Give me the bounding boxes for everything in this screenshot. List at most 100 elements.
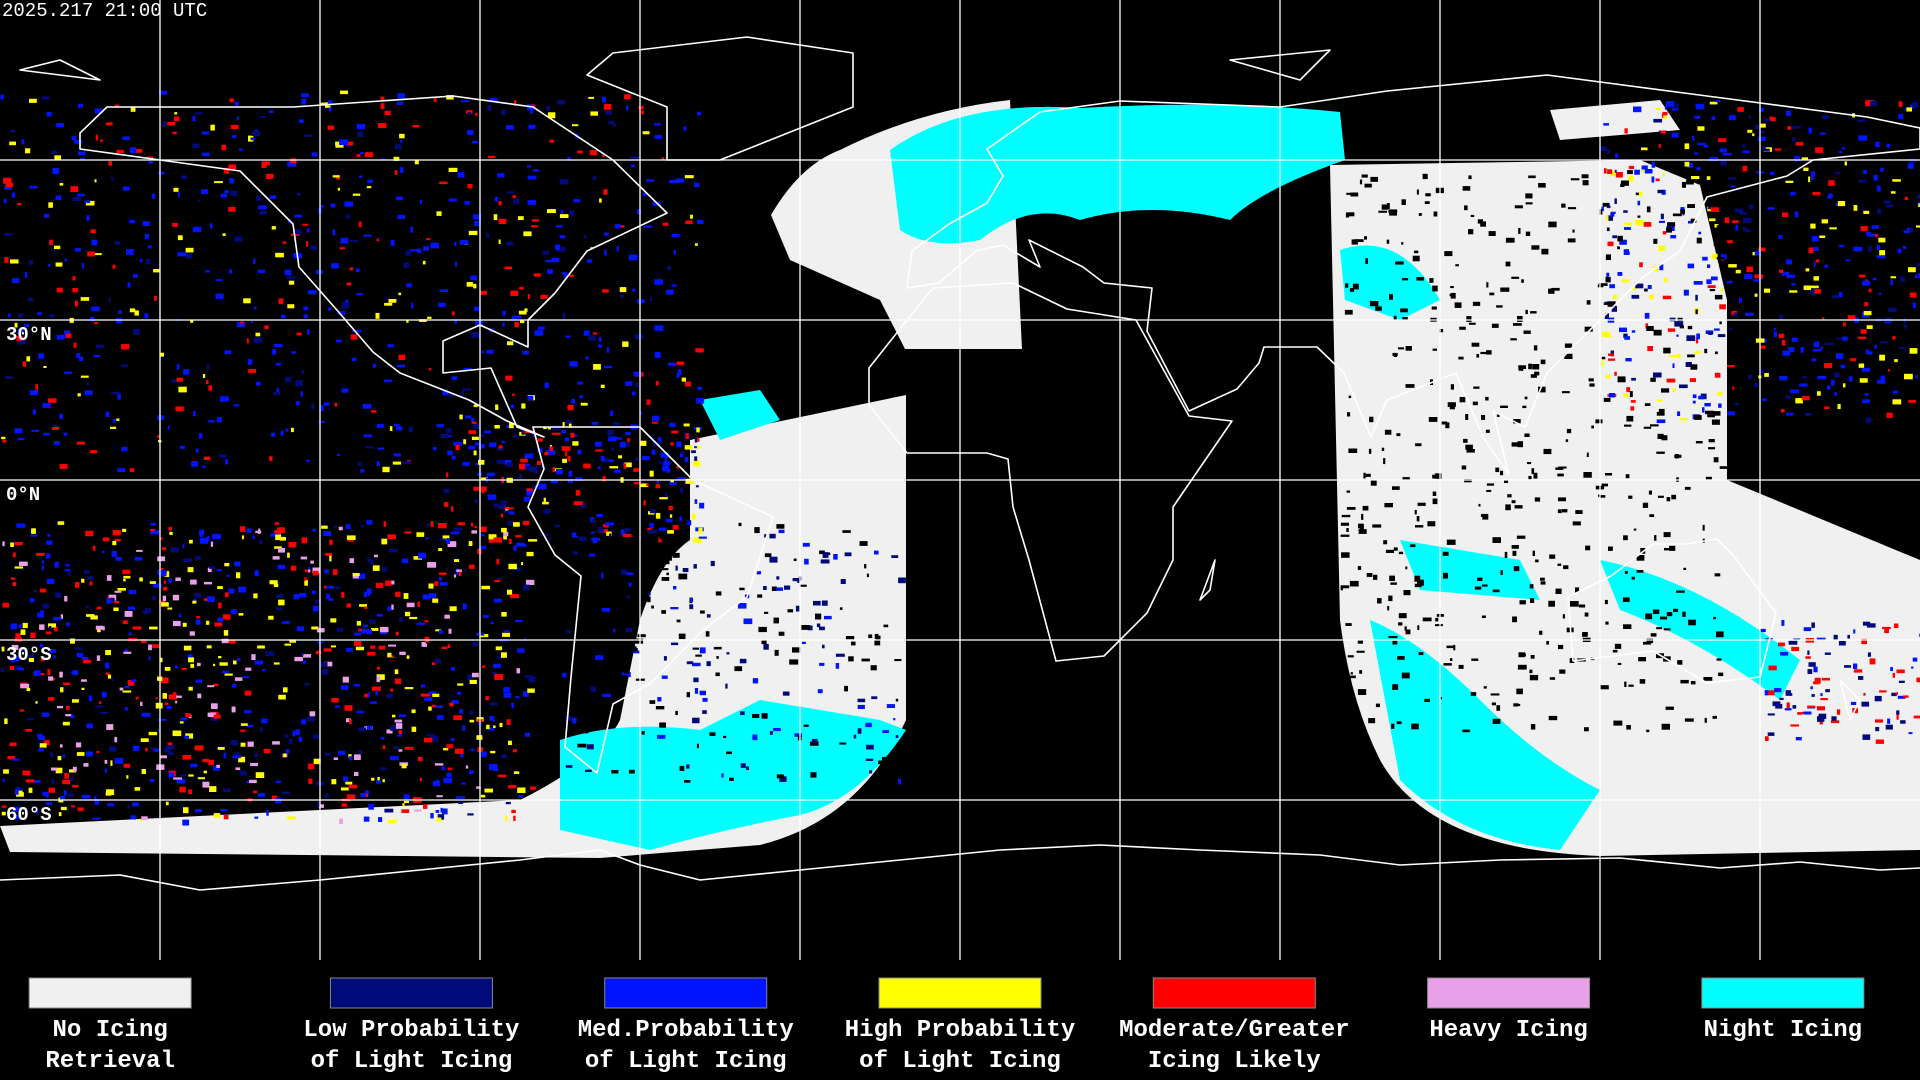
speckle <box>328 598 334 601</box>
speckle <box>275 797 282 804</box>
speckle <box>1630 400 1636 403</box>
speckle <box>669 422 676 427</box>
speckle <box>1694 351 1701 354</box>
speckle <box>122 690 132 693</box>
speckle <box>141 769 146 774</box>
speckle <box>236 321 246 328</box>
speckle <box>304 577 307 581</box>
speckle <box>1610 212 1615 217</box>
speckle <box>151 193 156 199</box>
speckle <box>886 704 895 708</box>
speckle <box>576 530 579 537</box>
speckle <box>1657 495 1664 498</box>
speckle <box>409 616 418 620</box>
speckle <box>300 556 308 560</box>
speckle <box>56 705 64 709</box>
speckle <box>250 137 256 141</box>
speckle <box>1534 371 1540 376</box>
speckle <box>1718 403 1722 408</box>
speckle <box>432 447 437 451</box>
speckle <box>453 574 457 578</box>
speckle <box>597 466 601 470</box>
speckle <box>337 311 346 315</box>
speckle <box>42 791 49 796</box>
speckle <box>14 322 18 328</box>
speckle <box>355 646 365 651</box>
speckle <box>49 314 55 318</box>
speckle <box>220 809 228 812</box>
speckle <box>72 784 79 788</box>
speckle <box>41 560 45 564</box>
speckle <box>447 450 453 456</box>
speckle <box>552 425 561 431</box>
speckle <box>51 778 55 785</box>
speckle <box>366 186 372 189</box>
speckle <box>102 537 110 542</box>
speckle <box>94 705 104 708</box>
speckle <box>306 716 315 722</box>
speckle <box>341 803 348 807</box>
speckle <box>1817 716 1825 722</box>
speckle <box>1890 667 1893 672</box>
speckle <box>207 596 215 603</box>
speckle <box>1372 524 1382 528</box>
speckle <box>1398 622 1403 626</box>
speckle <box>15 790 23 795</box>
speckle <box>497 774 507 778</box>
speckle <box>198 433 203 439</box>
speckle <box>710 560 715 567</box>
speckle <box>22 622 28 629</box>
speckle <box>2 541 5 547</box>
speckle <box>773 617 779 624</box>
speckle <box>1650 424 1659 427</box>
speckle <box>428 593 436 599</box>
speckle <box>86 382 90 386</box>
speckle <box>74 647 83 650</box>
speckle <box>1762 398 1767 402</box>
speckle <box>489 97 498 103</box>
speckle <box>659 722 666 728</box>
speckle <box>446 428 452 434</box>
speckle <box>615 224 621 229</box>
speckle <box>647 528 652 532</box>
speckle <box>1794 156 1800 162</box>
speckle <box>164 702 169 706</box>
speckle <box>112 264 116 269</box>
speckle <box>819 626 825 631</box>
speckle <box>543 497 546 503</box>
speckle <box>204 581 212 585</box>
speckle <box>1393 547 1398 551</box>
speckle <box>1644 169 1653 174</box>
speckle <box>288 738 293 745</box>
speckle <box>276 388 280 393</box>
legend-label: of Light Icing <box>311 1048 513 1075</box>
speckle <box>580 402 588 406</box>
speckle <box>256 196 262 201</box>
speckle <box>1683 289 1689 296</box>
speckle <box>20 648 28 651</box>
speckle <box>1402 477 1410 481</box>
speckle <box>686 661 694 665</box>
speckle <box>45 631 52 635</box>
speckle <box>597 692 602 696</box>
speckle <box>122 620 128 624</box>
speckle <box>460 753 464 758</box>
speckle <box>795 605 801 612</box>
speckle <box>1811 246 1819 251</box>
speckle <box>593 332 598 335</box>
speckle <box>822 552 829 558</box>
speckle <box>493 503 499 508</box>
speckle <box>754 527 760 534</box>
speckle <box>1786 274 1795 279</box>
speckle <box>1647 346 1653 352</box>
speckle <box>899 772 905 779</box>
speckle <box>145 747 148 752</box>
speckle <box>284 643 291 646</box>
speckle <box>313 570 319 576</box>
speckle <box>1863 692 1866 696</box>
speckle <box>537 438 543 442</box>
speckle <box>1661 723 1670 730</box>
speckle <box>1664 277 1668 283</box>
speckle <box>479 533 485 537</box>
speckle <box>1454 302 1462 308</box>
